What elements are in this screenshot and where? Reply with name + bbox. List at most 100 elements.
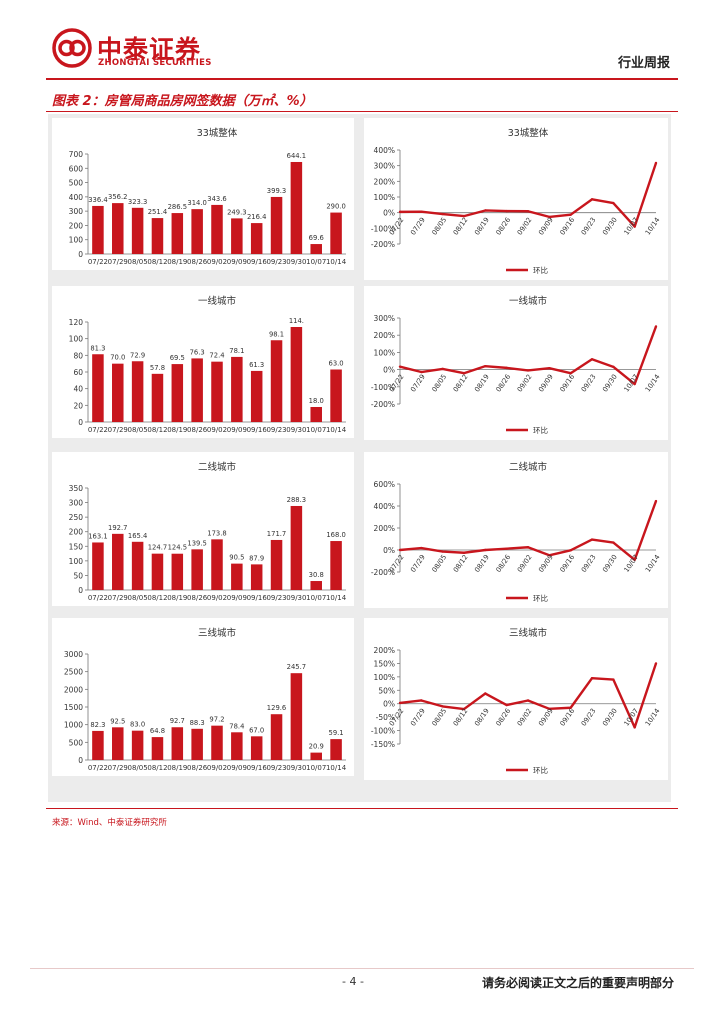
chart-title: 二线城市 — [198, 461, 237, 473]
data-label: 314.0 — [187, 199, 206, 207]
y-tick-label: 0 — [78, 586, 83, 595]
bar-chart-svg: 33城整体 0 100 200 300 400 500 600 700 336.4 07/22 356… — [69, 127, 347, 266]
x-tick-label: 08/19 — [473, 553, 491, 574]
data-label: 249.3 — [227, 208, 246, 216]
bar — [231, 563, 243, 590]
data-label: 92.5 — [110, 717, 125, 725]
y-tick-label: -200% — [371, 240, 395, 249]
y-tick-label: 100 — [69, 335, 84, 344]
bar — [250, 564, 263, 590]
logo-chinese-name: 中泰证券 — [97, 35, 202, 64]
x-tick-label: 09/30 — [286, 594, 306, 602]
x-tick-label: 08/26 — [494, 553, 512, 574]
data-point — [420, 546, 423, 550]
y-tick-label: 50% — [378, 686, 395, 695]
x-tick-label: 07/29 — [108, 594, 128, 602]
x-tick-label: 10/07 — [306, 426, 326, 434]
y-tick-label: 250 — [69, 513, 84, 522]
x-tick-label: 07/29 — [108, 426, 128, 434]
bar — [191, 209, 203, 254]
bar — [270, 340, 283, 422]
x-tick-label: 09/23 — [580, 553, 598, 574]
footer-disclaimer: 请务必阅读正文之后的重要声明部分 — [481, 976, 674, 990]
x-tick-label: 09/30 — [286, 258, 306, 266]
data-point — [462, 707, 466, 711]
x-tick-label: 08/26 — [187, 426, 208, 434]
data-label: 72.9 — [130, 351, 145, 359]
data-point — [590, 358, 594, 361]
bar-chart-svg: 一线城市 0 20 40 60 80 100 120 81.3 07/22 70.0 07/29 72.… — [69, 295, 347, 434]
data-point — [590, 198, 594, 201]
x-tick-label: 10/07 — [622, 216, 640, 237]
data-label: 644.1 — [287, 152, 306, 160]
x-tick-label: 09/09 — [537, 707, 555, 728]
data-point — [398, 548, 402, 552]
x-tick-label: 09/30 — [286, 426, 306, 434]
x-tick-label: 09/30 — [601, 373, 619, 394]
data-label: 97.2 — [209, 716, 224, 724]
x-tick-label: 10/07 — [306, 764, 326, 772]
data-point — [484, 364, 487, 368]
x-tick-label: 10/07 — [622, 553, 640, 574]
y-tick-label: 200% — [374, 177, 395, 186]
y-tick-label: 0% — [383, 700, 395, 709]
bar — [92, 730, 104, 760]
data-point — [484, 548, 487, 552]
x-tick-label: 09/16 — [247, 764, 268, 772]
x-tick-label: 08/12 — [147, 426, 167, 434]
data-point — [548, 707, 551, 711]
y-tick-label: 2500 — [64, 668, 83, 677]
x-tick-label: 09/30 — [286, 764, 306, 772]
chart-tier3-bar: 三线城市 0 500 1000 1500 2000 2500 3000 82.3 07/22 92.… — [52, 618, 354, 776]
y-tick-label: -100% — [371, 727, 395, 736]
logo-english-name: ZHONGTAI SECURITIES — [98, 58, 212, 68]
data-label: 90.5 — [229, 554, 244, 562]
y-tick-label: 200% — [374, 524, 395, 533]
bar — [250, 370, 263, 422]
bar — [290, 161, 303, 254]
y-tick-label: 100% — [374, 348, 395, 357]
y-tick-label: 0 — [78, 250, 83, 259]
x-tick-label: 09/02 — [207, 594, 227, 602]
bar — [270, 714, 283, 760]
footer-divider — [30, 968, 694, 969]
data-point — [548, 215, 551, 219]
x-tick-label: 10/14 — [326, 594, 347, 602]
data-point — [633, 558, 636, 561]
x-tick-label: 09/16 — [247, 426, 268, 434]
bar — [171, 553, 184, 590]
line-chart-svg: 二线城市-200%0%200%400%600%07/22 07/29 08/05 08… — [371, 461, 662, 603]
data-label: 290.0 — [326, 203, 345, 211]
x-tick-label: 08/12 — [452, 373, 470, 394]
x-tick-label: 09/23 — [266, 764, 286, 772]
line-chart-svg: 一线城市-200%-100%0%100%200%300%07/22 07/29 08… — [371, 295, 662, 435]
x-tick-label: 09/30 — [601, 707, 619, 728]
bar — [131, 541, 144, 590]
x-tick-label: 08/05 — [128, 258, 148, 266]
x-tick-label: 08/19 — [473, 216, 491, 237]
x-tick-label: 09/02 — [207, 426, 227, 434]
data-label: 286.5 — [168, 203, 187, 211]
chart-title: 33城整体 — [508, 127, 549, 139]
x-tick-label: 08/26 — [494, 216, 512, 237]
data-label: 139.5 — [187, 539, 206, 547]
x-tick-label: 08/05 — [430, 373, 448, 394]
x-tick-label: 09/23 — [580, 707, 598, 728]
data-point — [526, 369, 530, 372]
x-tick-label: 08/05 — [430, 707, 448, 728]
x-tick-label: 07/22 — [88, 594, 108, 602]
chart-title: 一线城市 — [198, 295, 237, 307]
y-tick-label: 0 — [78, 418, 83, 427]
bar — [191, 728, 203, 760]
x-tick-label: 10/14 — [644, 553, 662, 574]
x-tick-label: 10/14 — [644, 373, 662, 394]
y-tick-label: 100% — [374, 193, 395, 202]
y-tick-label: 1500 — [64, 703, 83, 712]
line-chart-svg: 33城整体-200%-100%0%100%200%300%400%07/22 07… — [371, 127, 662, 275]
bar — [231, 356, 243, 422]
bar — [290, 327, 303, 422]
x-tick-label: 07/22 — [88, 764, 108, 772]
figure-title: 图表 2：房管局商品房网签数据（万㎡、%） — [52, 94, 313, 109]
x-tick-label: 09/09 — [227, 426, 247, 434]
data-point — [441, 367, 444, 371]
